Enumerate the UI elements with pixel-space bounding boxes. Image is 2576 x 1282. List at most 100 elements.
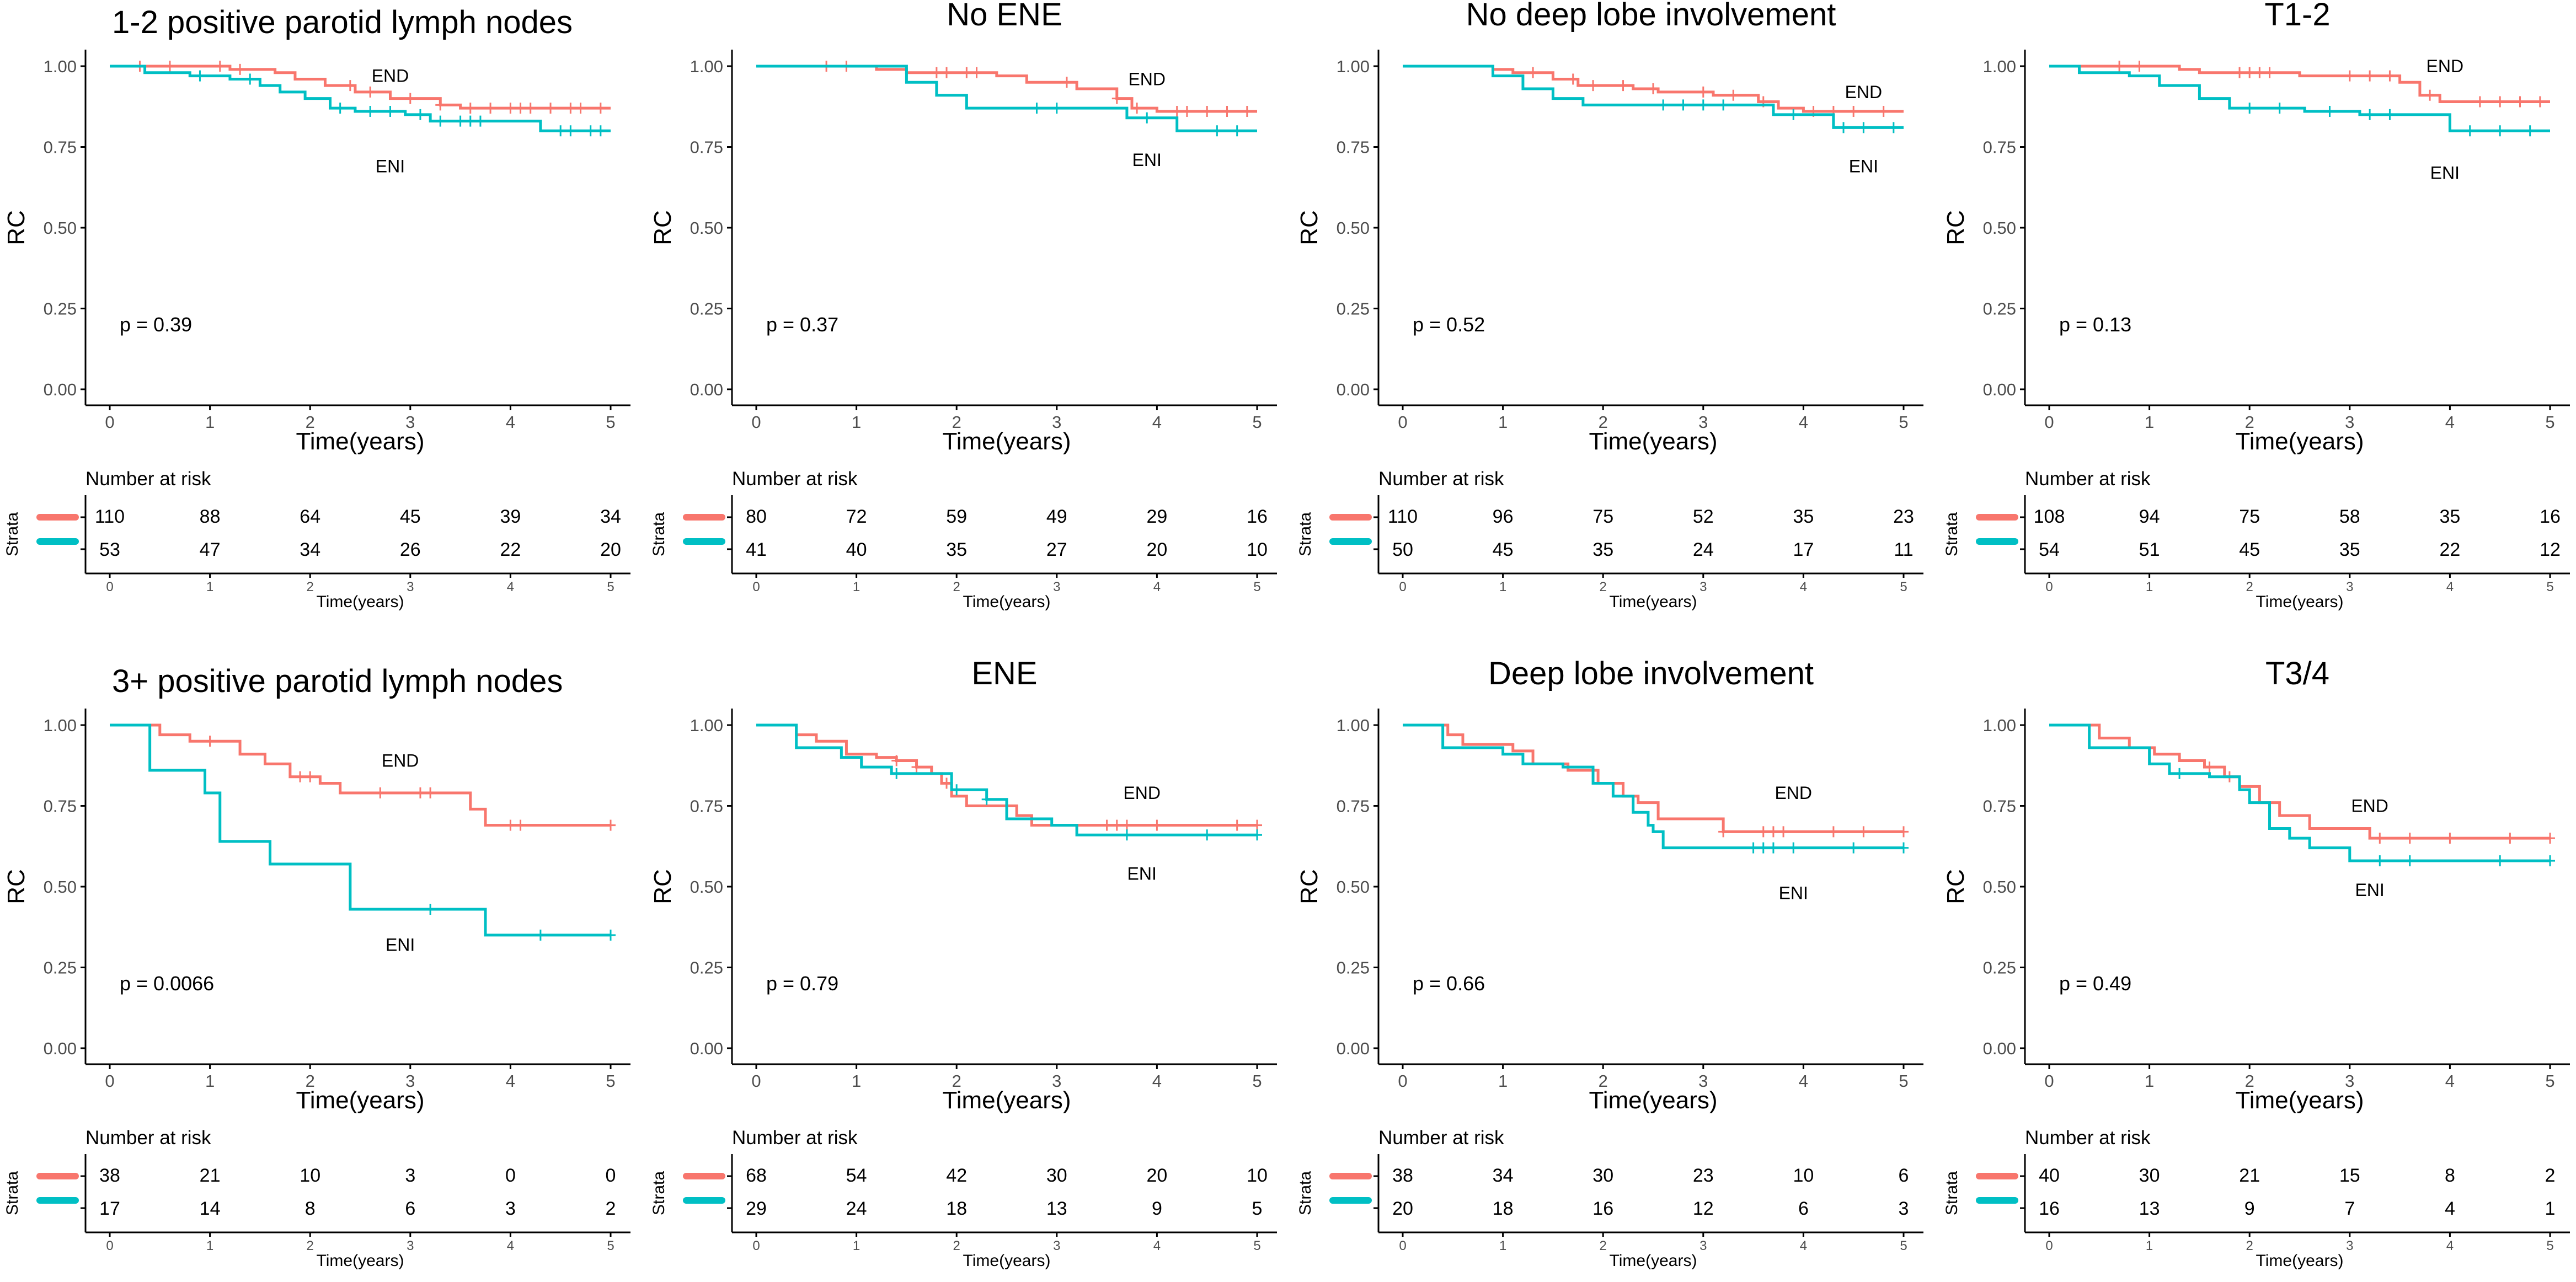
- y-axis-label: RC: [1942, 869, 1969, 904]
- risk-x-tick-label: 3: [407, 1238, 414, 1253]
- x-tick-label: 0: [105, 412, 114, 432]
- censor-mark-eni: [1032, 103, 1042, 114]
- censor-mark-end: [345, 80, 355, 92]
- y-tick-label: 0.75: [44, 138, 77, 157]
- curve-label-eni: ENI: [376, 157, 405, 176]
- strata-label: Strata: [1943, 512, 1961, 556]
- risk-count-end: 80: [746, 506, 767, 527]
- censor-mark-end: [1182, 106, 1192, 117]
- censor-mark-end: [971, 67, 982, 78]
- risk-count-end: 20: [1146, 1165, 1167, 1186]
- x-tick-label: 1: [852, 1071, 861, 1091]
- x-axis-label: Time(years): [296, 428, 424, 455]
- y-tick-label: 0.00: [1983, 1039, 2016, 1058]
- censor-mark-end: [1758, 826, 1768, 838]
- censor-mark-end: [1222, 106, 1232, 117]
- censor-mark-eni: [1698, 99, 1708, 111]
- strata-label: Strata: [3, 1171, 22, 1215]
- y-tick-label: 0.75: [1337, 797, 1370, 816]
- censor-mark-end: [1768, 826, 1778, 838]
- risk-x-tick-label: 5: [1253, 1238, 1260, 1253]
- y-tick-label: 0.00: [1337, 380, 1370, 399]
- risk-table-title: Number at risk: [1378, 468, 1504, 490]
- censor-mark-eni: [455, 115, 466, 127]
- censor-mark-end: [515, 819, 526, 831]
- risk-count-end: 58: [2339, 506, 2360, 527]
- risk-count-eni: 22: [2439, 539, 2460, 560]
- y-tick-label: 0.00: [44, 1039, 77, 1058]
- strata-label: Strata: [1296, 512, 1314, 556]
- risk-count-eni: 6: [1798, 1198, 1809, 1219]
- risk-count-end: 52: [1693, 506, 1714, 527]
- risk-x-tick-label: 2: [953, 580, 960, 594]
- censor-mark-eni: [2365, 109, 2375, 120]
- risk-count-end: 35: [1793, 506, 1814, 527]
- survival-curve-end: [1403, 65, 1904, 113]
- risk-count-eni: 3: [505, 1198, 516, 1219]
- y-axis-label: RC: [1296, 869, 1323, 904]
- risk-count-eni: 35: [2339, 539, 2360, 560]
- censor-mark-eni: [1858, 122, 1869, 133]
- y-tick-label: 0.25: [1983, 299, 2016, 319]
- risk-count-eni: 50: [1392, 539, 1413, 560]
- x-tick-label: 5: [2545, 1071, 2554, 1091]
- risk-x-tick-label: 3: [1699, 580, 1707, 594]
- censor-mark-end: [305, 771, 316, 782]
- risk-x-axis-label: Time(years): [2256, 593, 2344, 611]
- censor-mark-end: [1728, 89, 1739, 101]
- x-axis-label: Time(years): [2235, 428, 2364, 455]
- panel-1: 1-2 positive parotid lymph nodes 0.00 0.25…: [3, 4, 630, 611]
- x-tick-label: 4: [506, 412, 515, 432]
- risk-x-tick-label: 0: [106, 1238, 113, 1253]
- risk-count-end: 110: [95, 506, 125, 527]
- x-tick-label: 4: [2445, 412, 2455, 432]
- curve-label-eni: ENI: [1132, 150, 1162, 170]
- risk-count-eni: 45: [1493, 539, 1514, 560]
- risk-x-tick-label: 5: [607, 1238, 614, 1253]
- risk-count-eni: 20: [1392, 1198, 1413, 1219]
- strata-label: Strata: [1296, 1171, 1314, 1215]
- risk-count-end: 3: [405, 1165, 415, 1186]
- risk-table-title: Number at risk: [2025, 1127, 2151, 1149]
- risk-table-title: Number at risk: [2025, 468, 2151, 490]
- survival-curve-end: [110, 723, 611, 827]
- risk-x-tick-label: 1: [2146, 580, 2153, 594]
- risk-x-axis-label: Time(years): [963, 593, 1051, 611]
- risk-count-eni: 17: [1793, 539, 1814, 560]
- censor-mark-end: [505, 103, 516, 114]
- y-tick-label: 1.00: [1983, 716, 2016, 735]
- p-value: p = 0.52: [1413, 313, 1485, 336]
- p-value: p = 0.39: [120, 313, 192, 336]
- censor-mark-end: [546, 103, 556, 114]
- censor-mark-end: [565, 103, 576, 114]
- curve-label-end: END: [1845, 82, 1883, 102]
- risk-x-tick-label: 4: [1800, 1238, 1807, 1253]
- curve-label-eni: ENI: [2430, 163, 2460, 183]
- x-tick-label: 4: [1152, 1071, 1162, 1091]
- censor-mark-end: [1061, 77, 1072, 88]
- censor-mark-end: [1858, 826, 1869, 838]
- y-tick-label: 0.25: [44, 299, 77, 319]
- censor-mark-eni: [1121, 829, 1132, 841]
- risk-count-end: 94: [2139, 506, 2160, 527]
- risk-x-tick-label: 0: [2045, 1238, 2053, 1253]
- risk-x-tick-label: 0: [1399, 1238, 1406, 1253]
- censor-mark-end: [911, 761, 922, 773]
- censor-mark-end: [2535, 96, 2545, 108]
- x-tick-label: 0: [2044, 412, 2054, 432]
- risk-count-end: 96: [1493, 506, 1514, 527]
- risk-x-tick-label: 3: [2346, 1238, 2353, 1253]
- risk-x-tick-label: 5: [2546, 580, 2553, 594]
- panel-7: Deep lobe involvement 0.00 0.25 0.50 0.75 1.0…: [1296, 656, 1923, 1270]
- risk-count-eni: 13: [1046, 1198, 1067, 1219]
- censor-mark-end: [415, 787, 425, 799]
- risk-count-eni: 41: [746, 539, 767, 560]
- x-tick-label: 1: [852, 412, 861, 432]
- censor-mark-eni: [2404, 855, 2415, 867]
- curve-label-end: END: [372, 66, 409, 86]
- x-tick-label: 1: [2145, 412, 2154, 432]
- risk-count-eni: 12: [1693, 1198, 1714, 1219]
- p-value: p = 0.66: [1413, 972, 1485, 995]
- risk-count-eni: 1: [2545, 1198, 2556, 1219]
- censor-mark-end: [2545, 833, 2555, 844]
